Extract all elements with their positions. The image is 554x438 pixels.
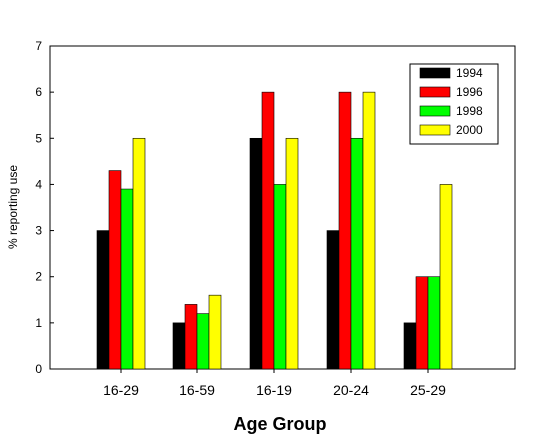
bar-1998-16-19 <box>273 184 287 370</box>
x-tick-label: 25-29 <box>410 382 446 398</box>
bar-1996-25-29 <box>415 276 429 370</box>
y-tick-label: 4 <box>35 177 42 191</box>
bar-2000-16-29 <box>132 137 146 370</box>
y-axis: 0 1 2 3 4 5 6 7 <box>35 39 54 376</box>
legend: 1994 1996 1998 2000 <box>409 63 499 145</box>
bar-1998-20-24 <box>350 137 364 370</box>
y-axis-title: % reporting use <box>6 165 20 249</box>
bar-2000-20-24 <box>362 91 376 370</box>
legend-label-1996: 1996 <box>456 85 483 99</box>
y-tick-label: 7 <box>35 39 42 53</box>
bar-1998-16-59 <box>196 313 210 370</box>
bar-1998-16-29 <box>120 188 134 370</box>
legend-label-1998: 1998 <box>456 104 483 118</box>
bar-2000-25-29 <box>439 184 453 370</box>
bar-1996-16-19 <box>261 91 275 370</box>
bar-2000-16-19 <box>285 137 299 370</box>
legend-swatch-2000 <box>419 124 451 136</box>
x-tick-label: 16-59 <box>179 382 215 398</box>
bar-1994-20-24 <box>326 230 340 370</box>
bar-1996-20-24 <box>338 91 352 370</box>
y-tick-label: 2 <box>35 270 42 284</box>
bar-1996-16-29 <box>108 170 122 370</box>
bar-1994-16-19 <box>249 137 263 370</box>
x-axis: 16-29 16-59 16-19 20-24 25-29 <box>103 369 446 398</box>
bar-1994-25-29 <box>403 322 417 370</box>
legend-label-1994: 1994 <box>456 66 483 80</box>
x-tick-label: 16-19 <box>256 382 292 398</box>
y-tick-label: 1 <box>35 316 42 330</box>
legend-swatch-1998 <box>419 105 451 117</box>
legend-swatch-1996 <box>419 86 451 98</box>
x-tick-label: 16-29 <box>103 382 139 398</box>
x-tick-label: 20-24 <box>333 382 369 398</box>
y-tick-label: 5 <box>35 131 42 145</box>
bar-1996-16-59 <box>184 304 198 370</box>
bar-1994-16-29 <box>96 230 110 370</box>
bars <box>96 91 453 370</box>
x-axis-title: Age Group <box>234 414 327 434</box>
legend-label-2000: 2000 <box>456 123 483 137</box>
legend-swatch-1994 <box>419 67 451 79</box>
y-tick-label: 0 <box>35 362 42 376</box>
bar-1998-25-29 <box>427 276 441 370</box>
y-tick-label: 6 <box>35 85 42 99</box>
bar-1994-16-59 <box>172 322 186 370</box>
y-tick-label: 3 <box>35 224 42 238</box>
bar-2000-16-59 <box>208 294 222 370</box>
